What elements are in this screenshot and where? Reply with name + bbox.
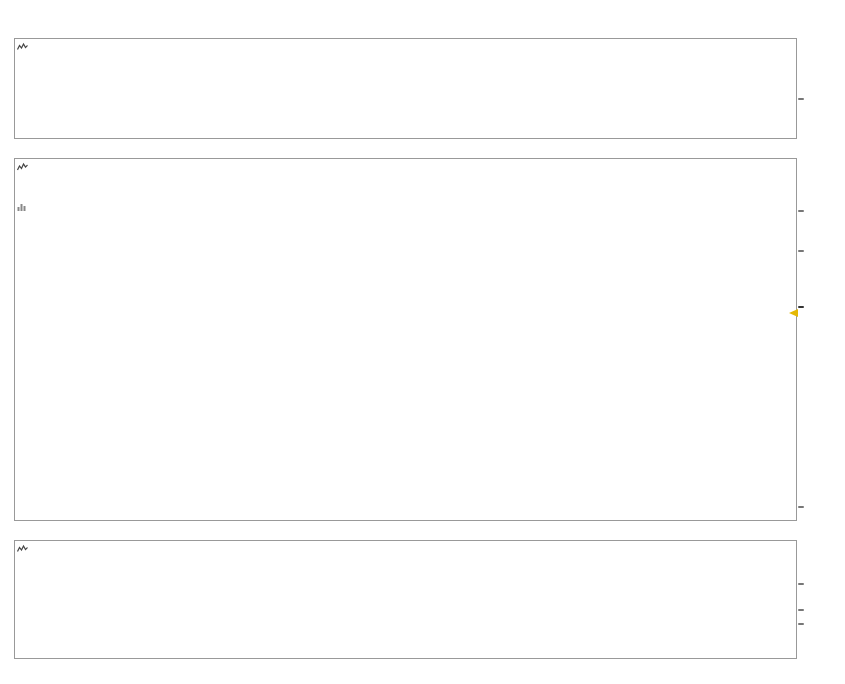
rsi-legend [17,42,36,52]
volume-legend [17,202,31,211]
indicator-line-icon [17,544,28,552]
ma200-value-box [798,210,804,212]
price-chart-icon [17,162,28,171]
header-row [8,3,17,21]
last-price-marker [789,309,798,317]
macd-signal-box [798,609,804,611]
ma50-value-box [798,250,804,252]
macd-hist-box [798,583,804,585]
quote-line [769,19,835,31]
volume-bars-icon [17,204,26,211]
macd-legend [17,544,44,554]
last-price-box [798,306,804,308]
volume-value-box [798,506,804,508]
indicator-line-icon [17,42,28,50]
macd-line-box [798,623,804,625]
rsi-value-box [798,98,804,100]
price-title-legend [17,162,32,172]
